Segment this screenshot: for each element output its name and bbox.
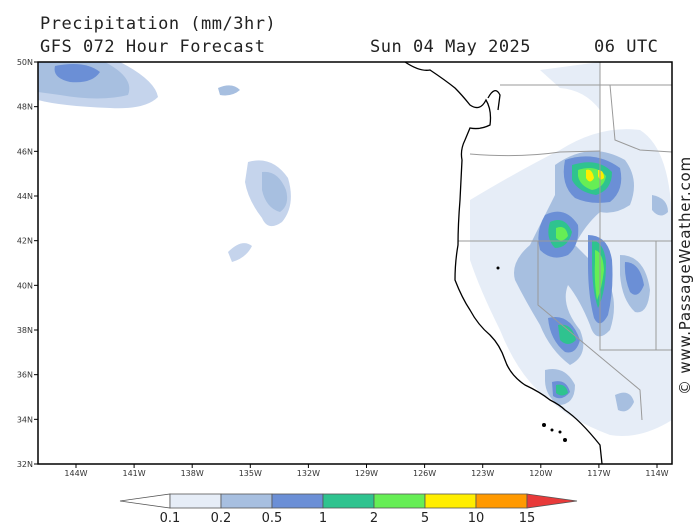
colorbar-label: 1 xyxy=(319,511,327,525)
lat-label: 32N xyxy=(17,460,33,469)
colorbar-label: 0.1 xyxy=(160,511,181,525)
colorbar-swatch xyxy=(169,493,222,509)
lon-label: 132W xyxy=(297,469,320,478)
lat-label: 50N xyxy=(17,58,33,67)
lon-label: 135W xyxy=(239,469,262,478)
colorbar-swatch xyxy=(424,493,477,509)
longitude-axis: 144W 141W 138W 135W 132W 129W 126W 123W 120W 117W… xyxy=(64,464,669,478)
copyright-text: © www.PassageWeather.com xyxy=(676,156,694,395)
colorbar-right-arrow xyxy=(526,493,578,509)
state-borders xyxy=(458,62,672,421)
colorbar-label: 5 xyxy=(421,511,429,525)
lat-label: 36N xyxy=(17,371,33,380)
colorbar-swatch xyxy=(475,493,528,509)
coastline xyxy=(404,62,603,464)
lon-label: 117W xyxy=(587,469,610,478)
islands xyxy=(496,266,567,442)
lon-label: 123W xyxy=(471,469,494,478)
lon-label: 126W xyxy=(413,469,436,478)
lat-label: 44N xyxy=(17,192,33,201)
lon-label: 144W xyxy=(64,469,87,478)
colorbar-left-arrow xyxy=(119,493,171,509)
colorbar-label: 10 xyxy=(468,511,485,525)
lat-label: 42N xyxy=(17,237,33,246)
lat-label: 40N xyxy=(17,281,33,290)
precip-field xyxy=(38,62,672,436)
colorbar-swatch xyxy=(271,493,324,509)
latitude-axis: 50N 48N 46N 44N 42N 40N 38N 36N 34N 32N xyxy=(17,58,38,469)
colorbar-label: 15 xyxy=(519,511,536,525)
lon-label: 120W xyxy=(529,469,552,478)
colorbar: 0.1 0.2 0.5 1 2 5 10 15 xyxy=(119,493,578,525)
map-frame xyxy=(37,61,673,465)
colorbar-label: 0.5 xyxy=(262,511,283,525)
lon-label: 114W xyxy=(645,469,668,478)
colorbar-swatch xyxy=(322,493,375,509)
lon-label: 129W xyxy=(355,469,378,478)
forecast-label: GFS 072 Hour Forecast xyxy=(40,37,266,57)
lon-label: 138W xyxy=(181,469,204,478)
lat-label: 34N xyxy=(17,415,33,424)
colorbar-swatch xyxy=(373,493,426,509)
lon-label: 141W xyxy=(123,469,146,478)
colorbar-label: 2 xyxy=(370,511,378,525)
colorbar-label: 0.2 xyxy=(211,511,232,525)
forecast-date: Sun 04 May 2025 xyxy=(370,37,532,57)
colorbar-swatch xyxy=(220,493,273,509)
lat-label: 46N xyxy=(17,147,33,156)
chart-title: Precipitation (mm/3hr) xyxy=(40,14,277,34)
lat-label: 48N xyxy=(17,103,33,112)
lat-label: 38N xyxy=(17,326,33,335)
forecast-time: 06 UTC xyxy=(594,37,659,57)
